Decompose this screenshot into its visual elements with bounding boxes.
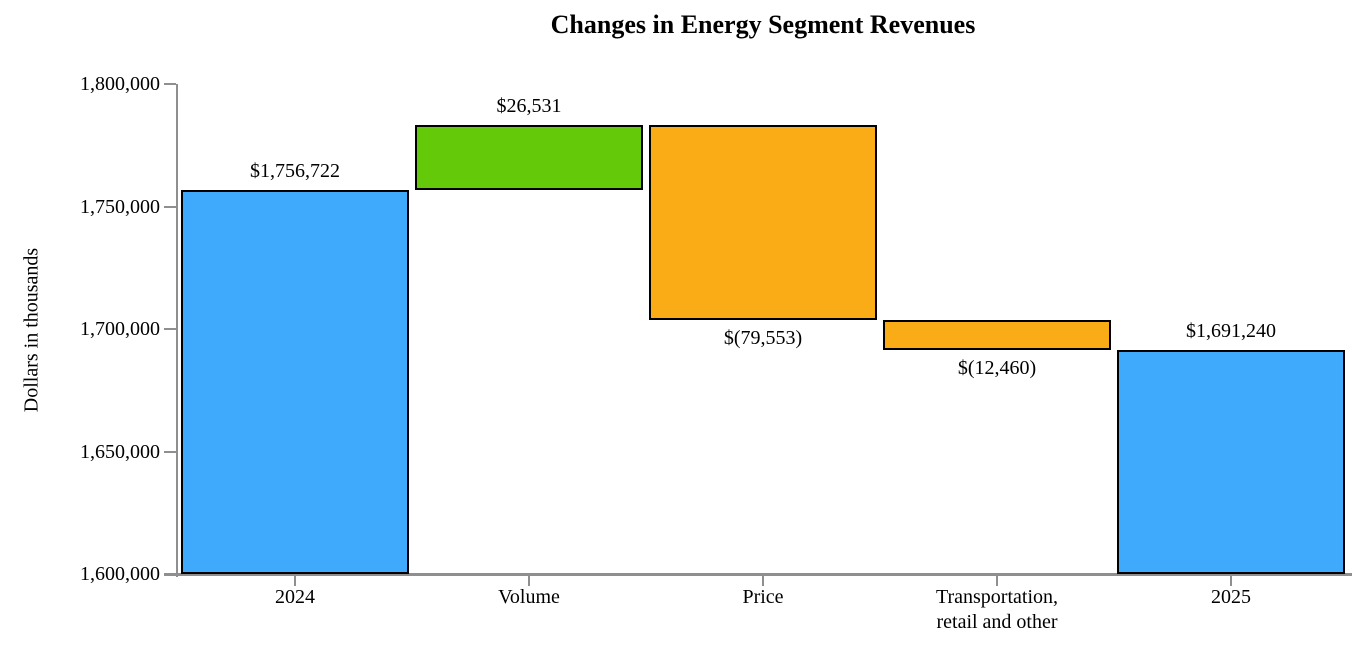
y-tick-label: 1,600,000 bbox=[80, 563, 160, 585]
bar-value-label: $(79,553) bbox=[723, 326, 803, 349]
x-category-label: Transportation, retail and other bbox=[935, 586, 1059, 633]
x-category-label: Volume bbox=[498, 586, 560, 608]
waterfall-bar-2025 bbox=[1117, 350, 1345, 574]
x-axis-tick bbox=[1230, 576, 1232, 586]
y-axis-tick bbox=[164, 450, 176, 453]
x-category-label: 2025 bbox=[1211, 586, 1251, 608]
waterfall-bar-transportation bbox=[883, 319, 1111, 351]
y-axis-tick bbox=[164, 205, 176, 208]
y-axis-tick bbox=[164, 83, 176, 85]
chart-title: Changes in Energy Segment Revenues bbox=[550, 10, 976, 39]
x-axis-tick bbox=[762, 576, 764, 586]
x-axis-tick bbox=[996, 576, 998, 586]
y-axis-tick bbox=[164, 573, 176, 575]
waterfall-bar-price bbox=[649, 125, 877, 320]
bar-value-label: $26,531 bbox=[496, 95, 562, 118]
y-axis-line bbox=[176, 84, 178, 577]
x-axis-tick bbox=[528, 576, 530, 586]
x-category-label: 2024 bbox=[275, 586, 315, 608]
x-axis-tick bbox=[294, 576, 296, 586]
bar-value-label: $1,691,240 bbox=[1186, 320, 1276, 343]
x-category-label: Price bbox=[742, 586, 784, 608]
waterfall-bar-volume bbox=[415, 125, 643, 191]
x-axis-line bbox=[164, 573, 1352, 576]
y-axis-tick bbox=[164, 328, 176, 330]
bar-value-label: $1,756,722 bbox=[250, 160, 340, 183]
y-tick-label: 1,650,000 bbox=[80, 440, 160, 463]
y-tick-label: 1,800,000 bbox=[80, 73, 160, 95]
y-tick-label: 1,700,000 bbox=[80, 318, 160, 340]
bar-value-label: $(12,460) bbox=[957, 357, 1037, 380]
waterfall-bar-2024 bbox=[181, 190, 409, 574]
y-tick-label: 1,750,000 bbox=[80, 195, 160, 218]
